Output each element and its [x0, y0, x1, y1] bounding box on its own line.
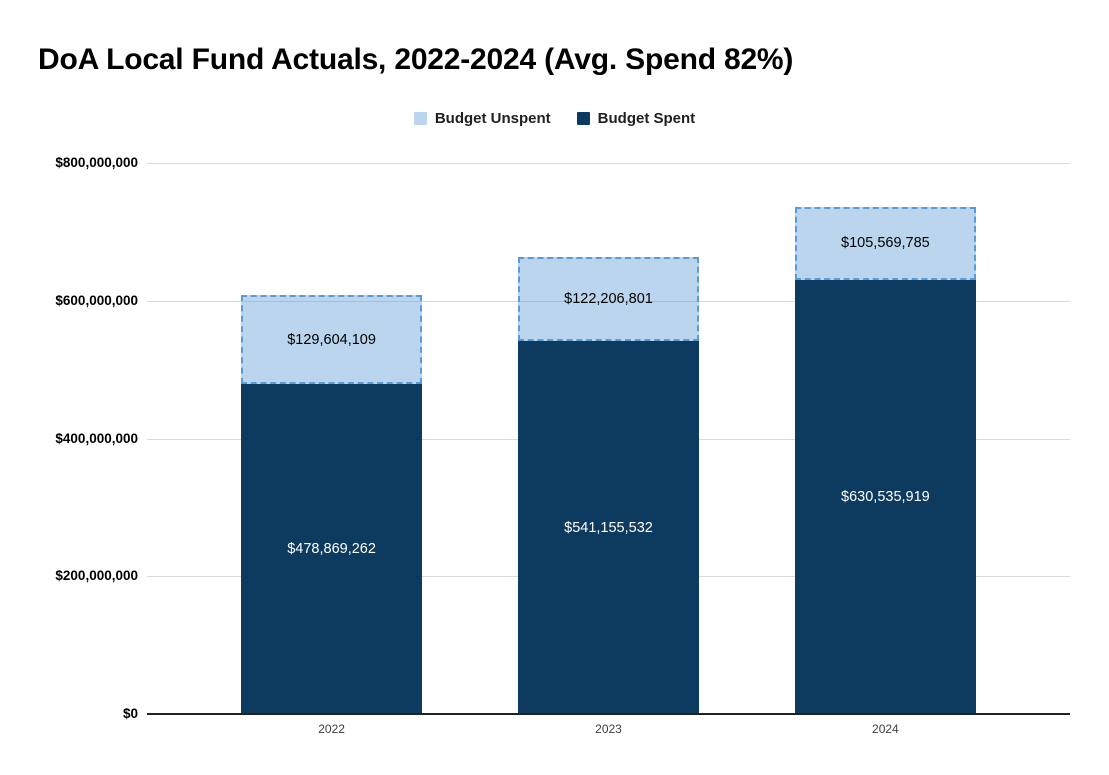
gridline-800000000 [147, 163, 1070, 164]
legend-label-budget-spent: Budget Spent [597, 110, 696, 127]
y-axis-label: $400,000,000 [55, 430, 138, 446]
bar-2022-spent-segment[interactable]: $478,869,262 [241, 384, 423, 714]
bar-2024-unspent-value: $105,569,785 [841, 235, 930, 252]
legend-swatch-spent-icon [576, 112, 590, 125]
bar-2022-spent-value: $478,869,262 [287, 541, 376, 558]
bar-2023-spent-segment[interactable]: $541,155,532 [518, 341, 699, 714]
x-axis-label-2023: 2023 [595, 722, 622, 736]
x-axis-label-2024: 2024 [872, 722, 899, 736]
x-axis-line [147, 713, 1070, 715]
y-axis-label: $200,000,000 [55, 568, 138, 584]
bar-2023-spent-value: $541,155,532 [564, 519, 653, 536]
legend-item-budget-unspent[interactable]: Budget Unspent [413, 110, 551, 127]
y-axis-label: $0 [122, 706, 138, 721]
y-axis-label: $800,000,000 [55, 155, 138, 170]
bar-2024-unspent-segment[interactable]: $105,569,785 [794, 207, 976, 280]
gridline-600000000 [147, 300, 1070, 302]
legend-item-budget-spent[interactable]: Budget Spent [576, 110, 696, 127]
bar-2023-unspent-segment[interactable]: $122,206,801 [518, 257, 699, 342]
legend-label-budget-unspent: Budget Unspent [434, 110, 551, 127]
y-axis-label: $600,000,000 [55, 292, 138, 308]
bar-2022-unspent-value: $129,604,109 [287, 331, 376, 348]
bar-2023-unspent-value: $122,206,801 [564, 291, 653, 308]
legend: Budget Unspent Budget Spent [0, 110, 1109, 127]
bar-2024-spent-segment[interactable]: $630,535,919 [794, 279, 976, 714]
x-axis-label-2022: 2022 [318, 722, 345, 736]
legend-swatch-unspent-icon [413, 112, 427, 125]
chart-title: DoA Local Fund Actuals, 2022-2024 (Avg. … [38, 43, 794, 76]
bar-2022-unspent-segment[interactable]: $129,604,109 [241, 294, 423, 385]
bar-2024-spent-value: $630,535,919 [841, 488, 930, 505]
